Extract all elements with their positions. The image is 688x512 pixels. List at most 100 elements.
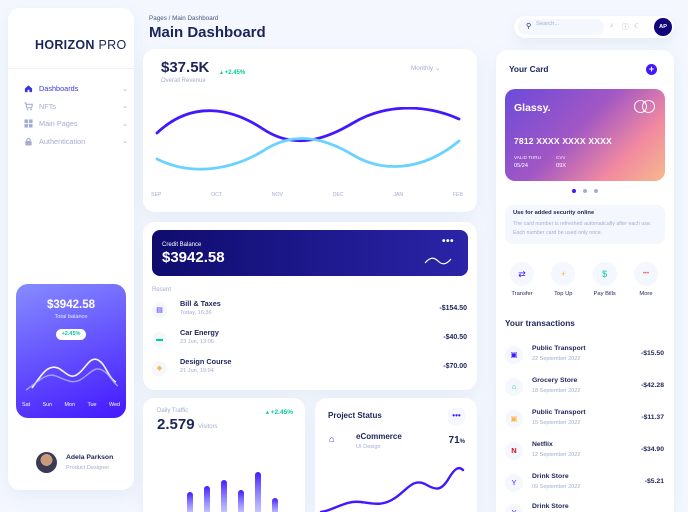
item-date: 23 Jun, 13:06 bbox=[180, 339, 214, 345]
search-input[interactable] bbox=[536, 21, 598, 27]
carousel-dot[interactable] bbox=[583, 189, 587, 193]
bar bbox=[272, 498, 278, 512]
more-icon[interactable]: ••• bbox=[441, 236, 454, 247]
more-icon[interactable]: ••• bbox=[448, 408, 465, 425]
search-box[interactable]: ⚲ bbox=[518, 19, 604, 35]
revenue-change: ▴ +2.45% bbox=[220, 70, 246, 76]
revenue-line-chart bbox=[155, 107, 461, 171]
breadcrumb: Pages / Main Dashboard bbox=[149, 15, 218, 22]
lock-icon bbox=[25, 137, 32, 146]
month-label: FEB bbox=[452, 192, 463, 198]
carousel-dots bbox=[572, 189, 598, 193]
credit-balance-card: Credit Balance $3942.58 ••• Recent ▤ Bil… bbox=[143, 222, 477, 390]
promo-balance-label: Total balance bbox=[54, 314, 88, 320]
moon-icon[interactable]: ☾ bbox=[634, 23, 641, 30]
project-title: Project Status bbox=[328, 411, 382, 420]
more-button[interactable]: ••• More bbox=[628, 262, 664, 297]
item-amount: -$70.00 bbox=[443, 363, 467, 370]
day-label: Sat bbox=[22, 402, 31, 408]
sidebar-item-label: NFTs bbox=[39, 101, 57, 111]
sidebar-item-authentication[interactable]: Authentication ⌄ bbox=[24, 133, 128, 151]
transaction-name: Public Transport bbox=[532, 345, 586, 352]
top-up-button[interactable]: + Top Up bbox=[545, 262, 581, 297]
sidebar-item-label: Authentication bbox=[39, 136, 86, 146]
transaction-date: 09 September 2022 bbox=[532, 484, 581, 490]
month-label: JAN bbox=[393, 192, 404, 198]
dollar-icon: $ bbox=[592, 262, 617, 286]
cvv-value: 09X bbox=[556, 163, 566, 169]
breadcrumb-root[interactable]: Pages bbox=[149, 15, 167, 22]
transaction-date: 22 September 2022 bbox=[532, 356, 581, 362]
add-card-button[interactable]: + bbox=[646, 64, 657, 75]
promo-change-badge: +2.45% bbox=[56, 329, 86, 340]
transaction-name: Netflix bbox=[532, 441, 553, 448]
traffic-change-value: +2.45% bbox=[270, 409, 293, 416]
action-label: Top Up bbox=[554, 291, 573, 297]
transaction-row[interactable]: Y Drink Store 09 September 2022 -$5.21 bbox=[505, 472, 664, 498]
transaction-date: 15 September 2022 bbox=[532, 420, 581, 426]
list-item[interactable]: ▤ Bill & Taxes Today, 16:36 -$154.50 bbox=[152, 299, 467, 321]
transfer-button[interactable]: ⇄ Transfer bbox=[504, 262, 540, 297]
balance-promo-card[interactable]: $3942.58 Total balance +2.45% Sat Sun Mo… bbox=[16, 284, 126, 418]
valid-thru-value: 05/24 bbox=[514, 163, 528, 169]
transaction-amount: -$15.50 bbox=[640, 350, 664, 357]
carousel-dot[interactable] bbox=[594, 189, 598, 193]
chevron-down-icon: ⌄ bbox=[122, 85, 128, 93]
day-label: Mon bbox=[64, 402, 76, 408]
day-label: Tue bbox=[87, 402, 97, 408]
transaction-row[interactable]: N Netflix 12 September 2022 -$34.90 bbox=[505, 440, 664, 466]
brand-logo[interactable]: HORIZON PRO bbox=[35, 38, 127, 52]
transaction-row[interactable]: ▣ Public Transport 22 September 2022 -$1… bbox=[505, 344, 664, 370]
sidebar-item-dashboards[interactable]: Dashboards ⌄ bbox=[24, 80, 128, 98]
profile-role: Product Designer bbox=[66, 465, 110, 471]
plus-icon: + bbox=[551, 262, 576, 286]
item-name: Bill & Taxes bbox=[180, 299, 221, 308]
drink-icon: Y bbox=[505, 504, 523, 512]
bell-icon[interactable]: ♪ bbox=[610, 22, 614, 29]
traffic-change: ▴ +2.45% bbox=[265, 409, 293, 416]
sidebar-item-main-pages[interactable]: Main Pages ⌄ bbox=[24, 115, 128, 133]
transfer-icon: ⇄ bbox=[510, 262, 534, 286]
period-select[interactable]: Monthly ⌄ bbox=[411, 65, 440, 72]
transaction-row[interactable]: Y Drink Store bbox=[505, 502, 664, 512]
glassy-credit-card[interactable]: Glassy. 7812 XXXX XXXX XXXX VALID THRU 0… bbox=[505, 89, 665, 181]
pay-bills-button[interactable]: $ Pay Bills bbox=[587, 262, 623, 297]
traffic-label: Daily Traffic bbox=[157, 408, 189, 414]
bar bbox=[255, 472, 261, 512]
transaction-name: Public Transport bbox=[532, 409, 586, 416]
day-label: Sun bbox=[42, 402, 53, 408]
transaction-row[interactable]: ▣ Public Transport 15 September 2022 -$1… bbox=[505, 408, 664, 434]
transaction-name: Drink Store bbox=[532, 503, 569, 510]
promo-days: Sat Sun Mon Tue Wed bbox=[22, 402, 120, 408]
transaction-amount: -$42.28 bbox=[640, 382, 664, 389]
basket-icon: ⌂ bbox=[329, 434, 335, 444]
series-line-revenue bbox=[155, 107, 461, 143]
month-label: DEC bbox=[332, 192, 344, 198]
sidebar-item-nfts[interactable]: NFTs ⌄ bbox=[24, 98, 128, 116]
daily-traffic-card: Daily Traffic ▴ +2.45% 2.579 Visitors bbox=[143, 398, 305, 512]
revenue-label: Overall Revenue bbox=[161, 78, 206, 84]
mastercard-icon bbox=[634, 100, 656, 114]
info-icon[interactable]: ⓘ bbox=[622, 24, 629, 31]
month-label: SEP bbox=[151, 192, 162, 198]
project-name: eCommerce bbox=[356, 432, 402, 441]
drink-icon: Y bbox=[505, 474, 523, 492]
transaction-row[interactable]: ⌂ Grocery Store 18 September 2022 -$42.2… bbox=[505, 376, 664, 402]
period-value: Monthly bbox=[411, 65, 434, 72]
car-icon: ▬ bbox=[152, 332, 167, 347]
transactions-title: Your transactions bbox=[505, 318, 575, 328]
brand-suffix: PRO bbox=[98, 38, 127, 52]
user-avatar[interactable]: AP bbox=[654, 18, 672, 36]
carousel-dot[interactable] bbox=[572, 189, 576, 193]
item-amount: -$154.50 bbox=[439, 305, 467, 312]
list-item[interactable]: ▬ Car Energy 23 Jun, 13:06 -$40.50 bbox=[152, 328, 467, 350]
list-item[interactable]: ◆ Design Course 21 Jun, 19:04 -$70.00 bbox=[152, 357, 467, 379]
breadcrumb-current: Main Dashboard bbox=[172, 15, 219, 22]
credit-balance-label: Credit Balance bbox=[162, 242, 202, 248]
sidebar-item-label: Main Pages bbox=[39, 119, 78, 129]
avatar bbox=[36, 452, 57, 473]
project-percent: 71% bbox=[449, 435, 465, 446]
transaction-amount: -$5.21 bbox=[644, 478, 664, 485]
project-percent-value: 71 bbox=[448, 435, 460, 446]
security-notice: Use for added security online The card n… bbox=[505, 205, 665, 244]
